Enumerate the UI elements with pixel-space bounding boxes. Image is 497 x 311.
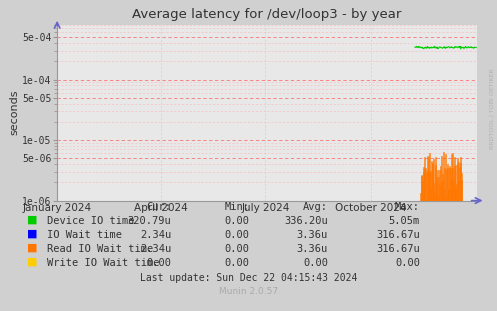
Text: 3.36u: 3.36u	[297, 244, 328, 254]
Text: Munin 2.0.57: Munin 2.0.57	[219, 287, 278, 296]
Text: 0.00: 0.00	[303, 258, 328, 268]
Text: 316.67u: 316.67u	[376, 244, 420, 254]
Text: 0.00: 0.00	[147, 258, 171, 268]
Text: 316.67u: 316.67u	[376, 230, 420, 240]
Text: Device IO time: Device IO time	[47, 216, 135, 226]
Text: 3.36u: 3.36u	[297, 230, 328, 240]
Text: 5.05m: 5.05m	[389, 216, 420, 226]
Text: Write IO Wait time: Write IO Wait time	[47, 258, 160, 268]
Text: 0.00: 0.00	[225, 230, 249, 240]
Text: ■: ■	[27, 257, 38, 267]
Text: 0.00: 0.00	[225, 216, 249, 226]
Text: Min:: Min:	[225, 202, 249, 212]
Text: 336.20u: 336.20u	[284, 216, 328, 226]
Text: Read IO Wait time: Read IO Wait time	[47, 244, 154, 254]
Text: ■: ■	[27, 215, 38, 225]
Text: 0.00: 0.00	[395, 258, 420, 268]
Text: Last update: Sun Dec 22 04:15:43 2024: Last update: Sun Dec 22 04:15:43 2024	[140, 272, 357, 282]
Y-axis label: seconds: seconds	[9, 90, 19, 136]
Text: 0.00: 0.00	[225, 244, 249, 254]
Text: RRDTOOL / TOBI OETIKER: RRDTOOL / TOBI OETIKER	[490, 68, 495, 149]
Text: 2.34u: 2.34u	[140, 244, 171, 254]
Text: Max:: Max:	[395, 202, 420, 212]
Title: Average latency for /dev/loop3 - by year: Average latency for /dev/loop3 - by year	[132, 8, 402, 21]
Text: 320.79u: 320.79u	[128, 216, 171, 226]
Text: 0.00: 0.00	[225, 258, 249, 268]
Text: 2.34u: 2.34u	[140, 230, 171, 240]
Text: IO Wait time: IO Wait time	[47, 230, 122, 240]
Text: Cur:: Cur:	[147, 202, 171, 212]
Text: ■: ■	[27, 243, 38, 253]
Text: Avg:: Avg:	[303, 202, 328, 212]
Text: ■: ■	[27, 229, 38, 239]
